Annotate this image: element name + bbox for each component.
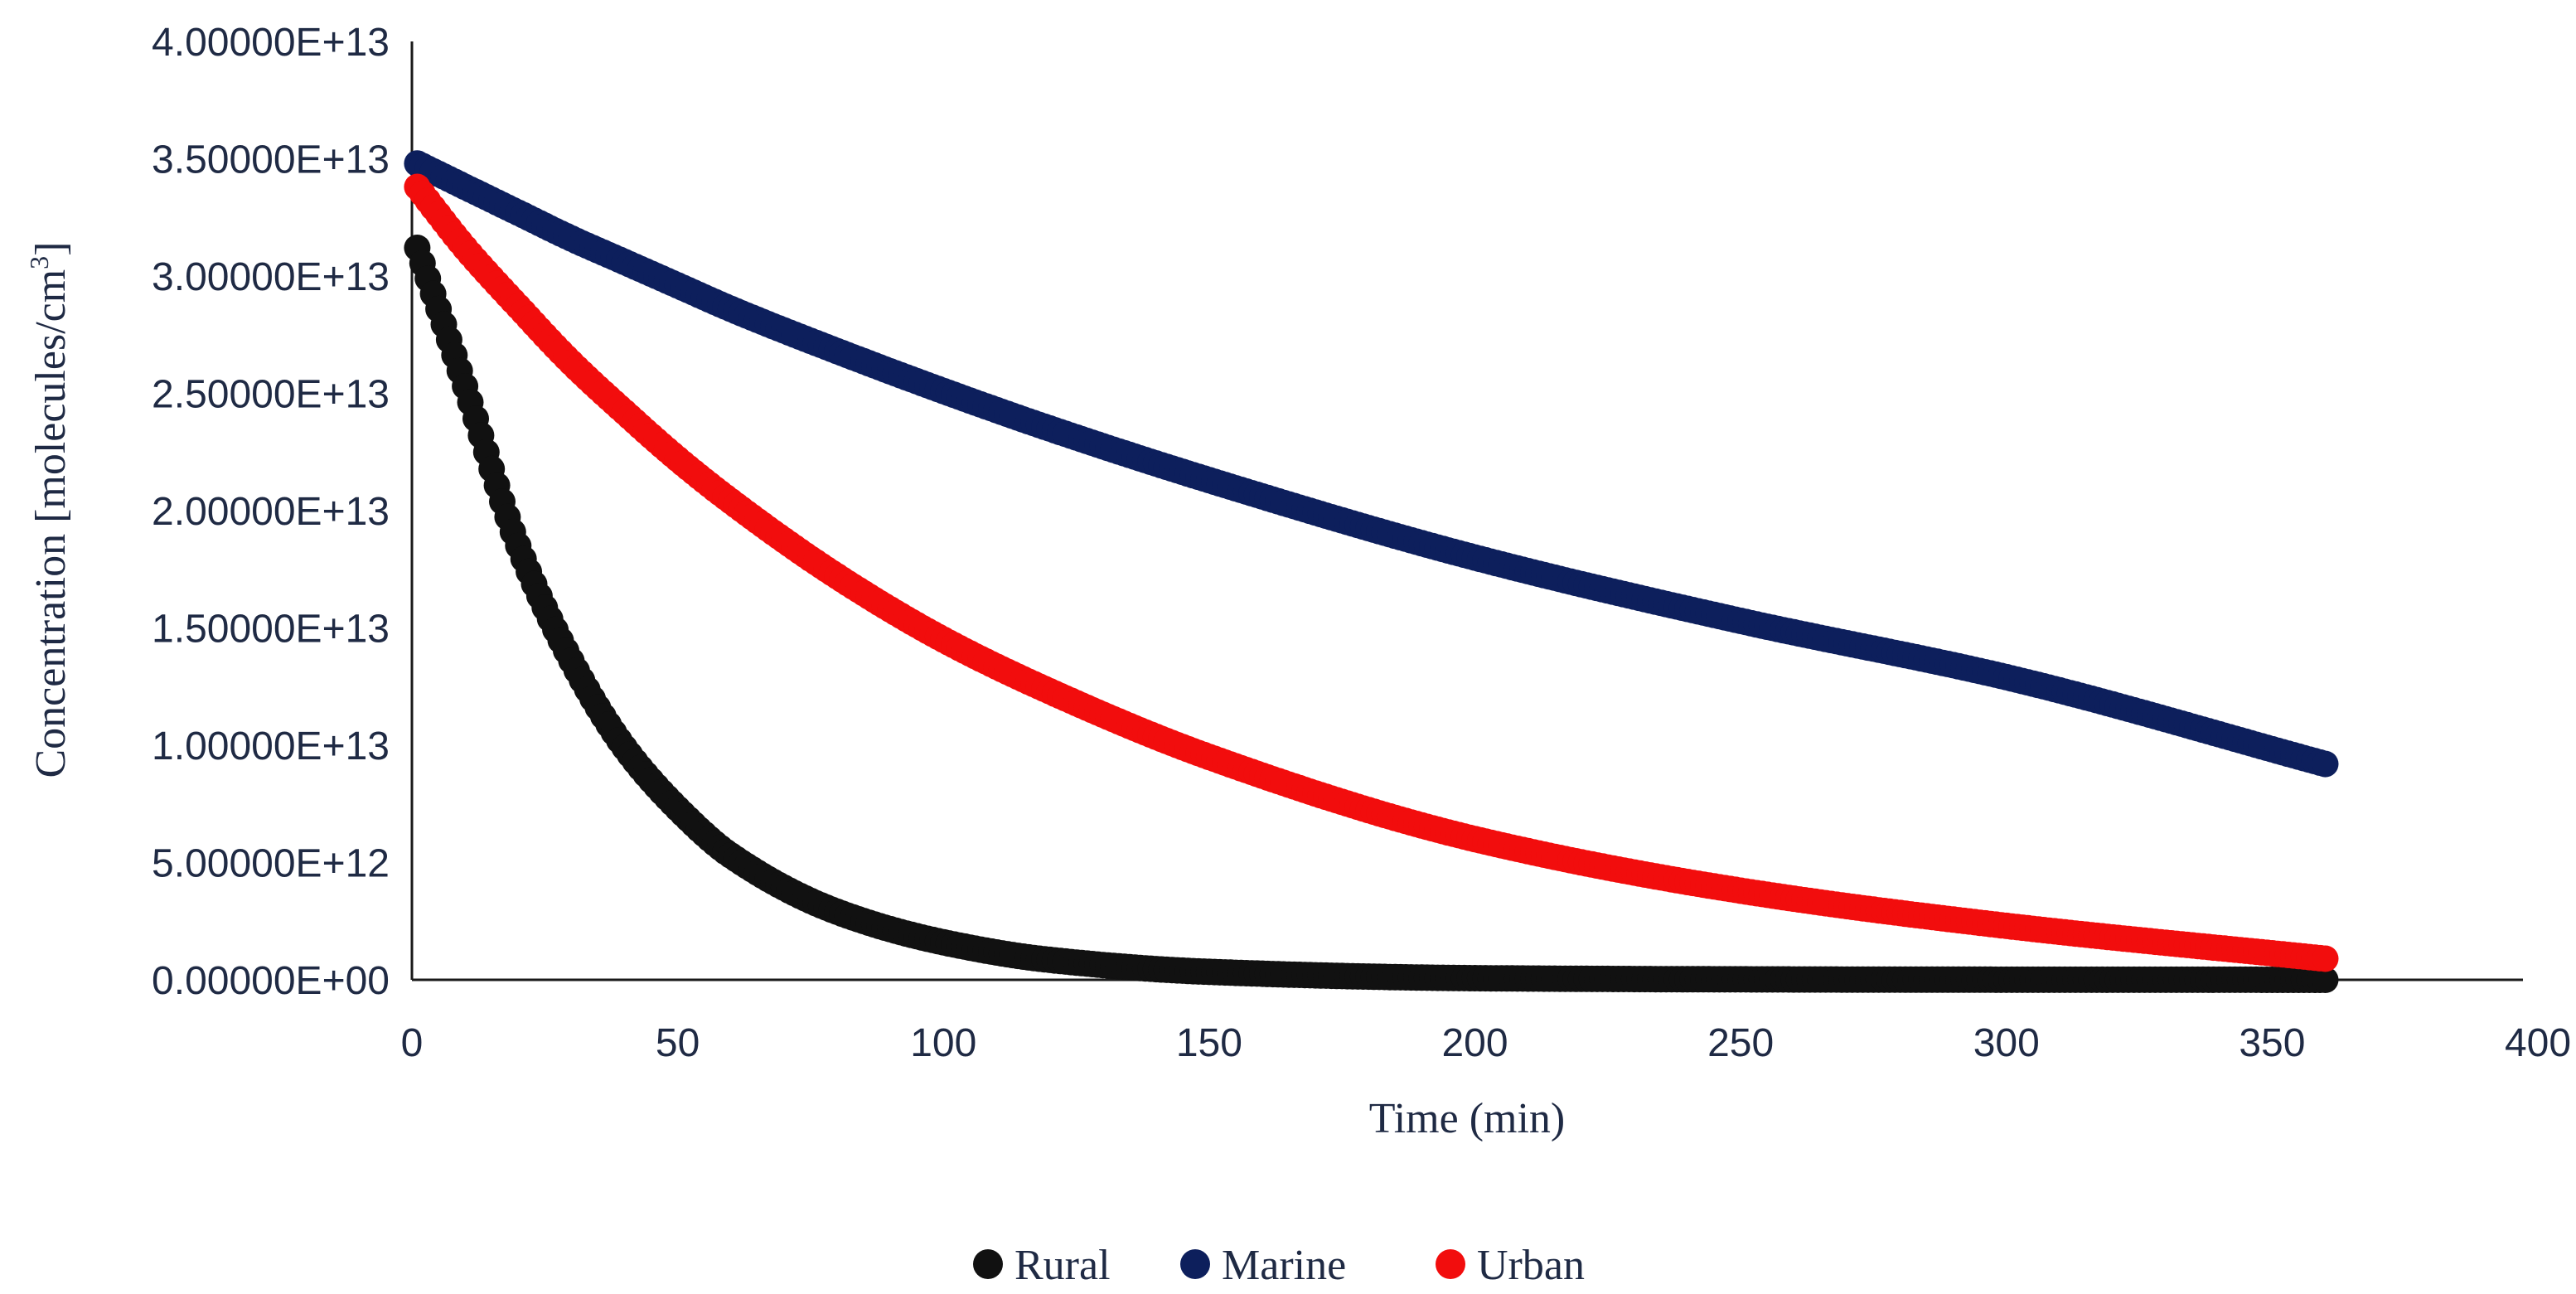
y-axis-title-main: Concentration [molecules/cm: [27, 269, 75, 778]
y-axis-title-close: ]: [27, 241, 75, 255]
series-rural: [404, 235, 2339, 993]
y-tick-label: 5.00000E+12: [152, 842, 390, 886]
legend-marker-urban: [1436, 1249, 1465, 1279]
x-tick-label: 400: [2505, 1021, 2571, 1065]
y-tick-label: 3.00000E+13: [152, 255, 390, 299]
y-axis-title: Concentration [molecules/cm3]: [24, 241, 75, 778]
y-tick-labels: 0.00000E+00 5.00000E+12 1.00000E+13 1.50000…: [152, 21, 390, 1003]
x-tick-label: 200: [1441, 1021, 1508, 1065]
legend-marker-marine: [1180, 1249, 1210, 1279]
x-tick-label: 350: [2239, 1021, 2305, 1065]
y-tick-label: 0.00000E+00: [152, 959, 390, 1003]
series-marine: [404, 150, 2339, 778]
x-tick-label: 150: [1176, 1021, 1242, 1065]
data-point: [2312, 967, 2339, 993]
y-tick-label: 1.50000E+13: [152, 608, 390, 652]
x-tick-label: 300: [1973, 1021, 2040, 1065]
data-point: [2312, 750, 2339, 778]
x-tick-label: 0: [401, 1021, 424, 1065]
y-tick-label: 2.00000E+13: [152, 490, 390, 534]
y-tick-label: 3.50000E+13: [152, 138, 390, 182]
data-point: [2312, 945, 2339, 972]
x-tick-label: 250: [1707, 1021, 1774, 1065]
x-tick-label: 100: [910, 1021, 976, 1065]
x-tick-labels: 0 50 100 150 200 250 300 350 400: [401, 1021, 2571, 1065]
series-layer: [404, 150, 2339, 993]
series-urban: [404, 173, 2339, 972]
x-tick-label: 50: [656, 1021, 700, 1065]
legend-label-urban: Urban: [1477, 1242, 1585, 1289]
legend-marker-rural: [973, 1249, 1003, 1279]
y-tick-label: 1.00000E+13: [152, 725, 390, 768]
y-tick-label: 2.50000E+13: [152, 373, 390, 417]
y-tick-label: 4.00000E+13: [152, 21, 390, 65]
y-axis-title-superscript: 3: [24, 256, 54, 269]
x-axis-title: Time (min): [1369, 1095, 1565, 1142]
legend-label-rural: Rural: [1014, 1242, 1111, 1289]
legend-label-marine: Marine: [1222, 1242, 1346, 1289]
legend: Rural Marine Urban: [973, 1242, 1585, 1289]
